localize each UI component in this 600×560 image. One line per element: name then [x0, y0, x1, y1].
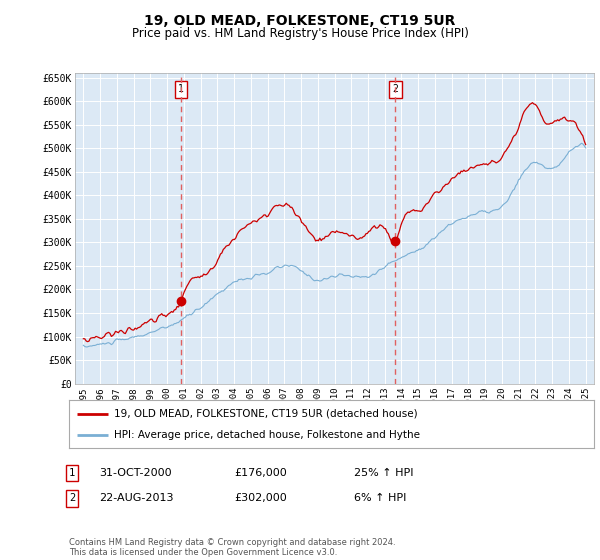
Text: 2: 2 — [69, 493, 75, 503]
Text: £176,000: £176,000 — [234, 468, 287, 478]
Text: 2: 2 — [392, 85, 398, 94]
Text: 19, OLD MEAD, FOLKESTONE, CT19 5UR: 19, OLD MEAD, FOLKESTONE, CT19 5UR — [145, 14, 455, 28]
Text: 6% ↑ HPI: 6% ↑ HPI — [354, 493, 406, 503]
Text: £302,000: £302,000 — [234, 493, 287, 503]
Text: 22-AUG-2013: 22-AUG-2013 — [99, 493, 173, 503]
Text: Price paid vs. HM Land Registry's House Price Index (HPI): Price paid vs. HM Land Registry's House … — [131, 27, 469, 40]
Text: 19, OLD MEAD, FOLKESTONE, CT19 5UR (detached house): 19, OLD MEAD, FOLKESTONE, CT19 5UR (deta… — [113, 409, 417, 419]
Text: 1: 1 — [178, 85, 184, 94]
Text: Contains HM Land Registry data © Crown copyright and database right 2024.
This d: Contains HM Land Registry data © Crown c… — [69, 538, 395, 557]
Text: HPI: Average price, detached house, Folkestone and Hythe: HPI: Average price, detached house, Folk… — [113, 430, 419, 440]
Text: 1: 1 — [69, 468, 75, 478]
Text: 31-OCT-2000: 31-OCT-2000 — [99, 468, 172, 478]
Text: 25% ↑ HPI: 25% ↑ HPI — [354, 468, 413, 478]
